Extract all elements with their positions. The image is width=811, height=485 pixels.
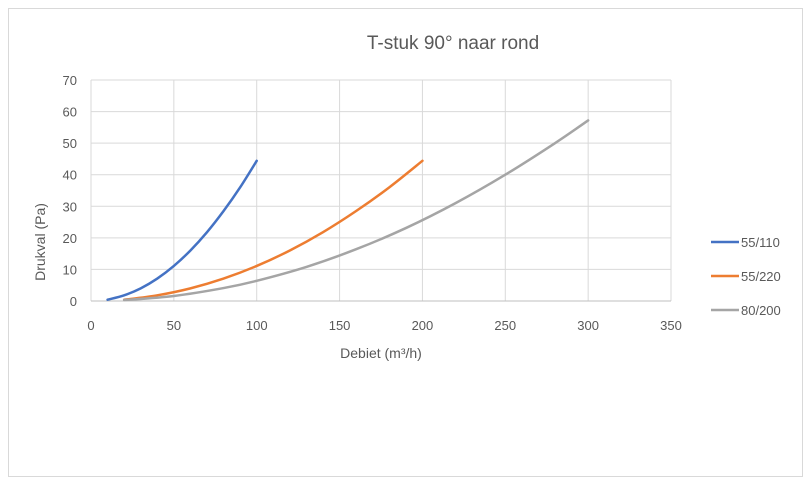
legend-label: 80/200 (741, 303, 781, 318)
x-tick-label: 350 (660, 318, 682, 333)
series-line-55-110 (106, 159, 258, 301)
chart-title: T-stuk 90° naar rond (367, 33, 539, 54)
y-tick-label: 20 (63, 231, 77, 246)
y-axis-title: Drukval (Pa) (32, 203, 48, 281)
y-tick-label: 70 (63, 73, 77, 88)
y-tick-label: 0 (70, 294, 77, 309)
x-tick-label: 250 (494, 318, 516, 333)
x-tick-label: 50 (167, 318, 181, 333)
legend-label: 55/110 (741, 235, 780, 250)
series-lines (106, 119, 590, 302)
series-line-55-220 (122, 159, 424, 301)
y-tick-label: 50 (63, 136, 77, 151)
x-tick-label: 200 (412, 318, 434, 333)
tick-labels: 0 50 100 150 200 250 300 350 0 10 20 30 40 50 60 70 (63, 73, 682, 333)
x-tick-label: 300 (577, 318, 599, 333)
legend: 55/110 55/220 80/200 (711, 235, 781, 318)
y-tick-label: 40 (63, 168, 77, 183)
x-axis-title: Debiet (m³/h) (340, 345, 422, 361)
y-tick-label: 60 (63, 105, 77, 120)
series-line-80-200 (122, 119, 590, 302)
x-tick-label: 150 (329, 318, 351, 333)
gridlines (90, 79, 672, 302)
y-tick-label: 30 (63, 199, 77, 214)
x-tick-label: 100 (246, 318, 268, 333)
legend-label: 55/220 (741, 269, 781, 284)
x-tick-label: 0 (87, 318, 94, 333)
y-tick-label: 10 (63, 262, 77, 277)
